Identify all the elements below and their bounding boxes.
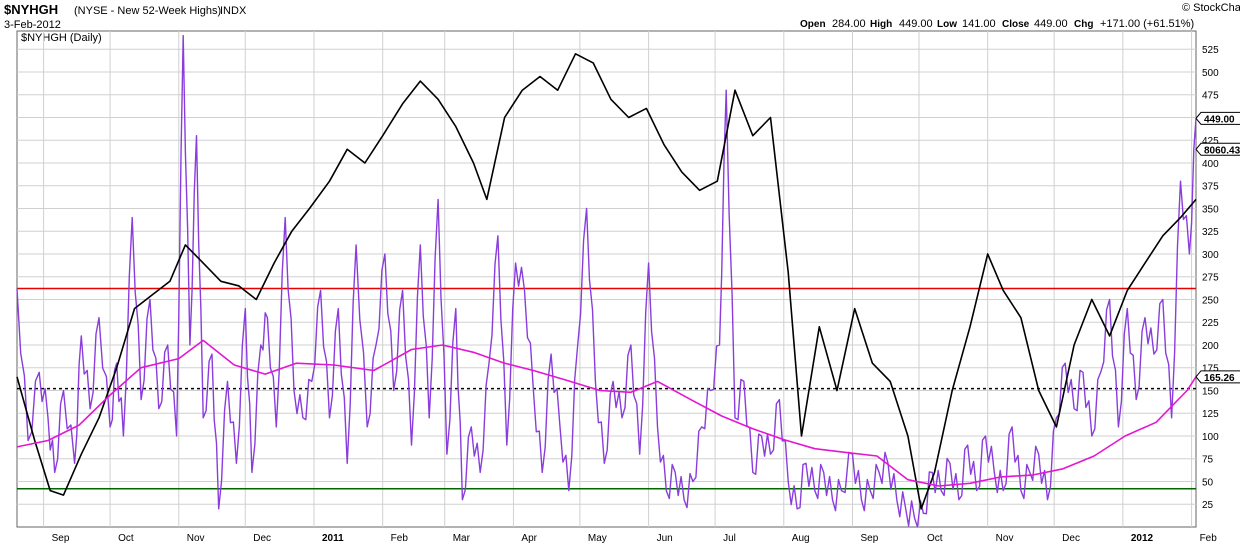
tag-label: 449.00 [1204, 114, 1235, 125]
y-tick-label: 100 [1202, 432, 1219, 443]
high-value: 449.00 [899, 18, 933, 30]
last-value-tag: 449.00 [1195, 111, 1240, 125]
panel-label: $NYHGH (Daily) [21, 32, 102, 44]
open-value: 284.00 [832, 18, 866, 30]
y-tick-label: 425 [1202, 136, 1219, 147]
x-tick-label: Sep [52, 533, 70, 544]
y-tick-label: 525 [1202, 45, 1219, 56]
x-tick-label: Oct [118, 533, 134, 544]
y-tick-label: 475 [1202, 91, 1219, 102]
y-tick-label: 25 [1202, 500, 1214, 511]
tag-box [1195, 370, 1240, 384]
x-tick-label: Feb [1200, 533, 1218, 544]
tag-box [1195, 111, 1240, 125]
last-value-tags: 449.00 8060.43 165.26 [1195, 111, 1240, 384]
high-label: High [870, 19, 892, 30]
open-label: Open [800, 19, 826, 30]
y-tick-label: 75 [1202, 455, 1214, 466]
x-tick-label: Aug [792, 533, 810, 544]
close-label: Close [1002, 19, 1030, 30]
chg-label: Chg [1074, 19, 1093, 30]
new-highs-line [16, 34, 1197, 528]
x-axis: Sep Oct Nov Dec 2011 Feb Mar Apr May Jun Jul Aug Sep… [52, 533, 1218, 544]
sma-line [16, 339, 1197, 487]
y-tick-label: 375 [1202, 182, 1219, 193]
x-tick-label: 2012 [1131, 533, 1154, 544]
x-tick-label: Sep [860, 533, 878, 544]
x-tick-label: 2011 [322, 533, 344, 544]
x-tick-label: Dec [1062, 533, 1080, 544]
tag-label: 165.26 [1204, 373, 1235, 384]
x-tick-label: Mar [453, 533, 471, 544]
y-tick-label: 150 [1202, 386, 1219, 397]
low-value: 141.00 [962, 18, 996, 30]
symbol-exchange: INDX [220, 5, 247, 17]
y-tick-label: 275 [1202, 273, 1219, 284]
y-tick-label: 225 [1202, 318, 1219, 329]
plot-area [16, 30, 1197, 528]
last-value-tag: 165.26 [1195, 370, 1240, 384]
y-tick-label: 50 [1202, 477, 1214, 488]
y-tick-label: 350 [1202, 204, 1219, 215]
y-tick-label: 200 [1202, 341, 1219, 352]
chart-header: $NYHGH (NYSE - New 52-Week Highs) INDX 3… [4, 2, 1240, 31]
overlay-line [16, 53, 1197, 510]
y-tick-label: 325 [1202, 227, 1219, 238]
chart-date: 3-Feb-2012 [4, 19, 61, 31]
last-value-tag: 8060.43 [1195, 142, 1240, 156]
symbol-title: $NYHGH [4, 2, 58, 17]
y-tick-label: 400 [1202, 159, 1219, 170]
tag-label: 8060.43 [1204, 145, 1240, 156]
y-tick-label: 300 [1202, 250, 1219, 261]
x-tick-label: Jul [723, 533, 736, 544]
symbol-description: (NYSE - New 52-Week Highs) [74, 5, 221, 17]
close-value: 449.00 [1034, 18, 1068, 30]
x-tick-label: Apr [521, 533, 537, 544]
reference-lines [17, 287, 1196, 490]
y-tick-label: 500 [1202, 68, 1219, 79]
x-tick-label: Feb [391, 533, 409, 544]
x-tick-label: Nov [187, 533, 205, 544]
y-tick-label: 250 [1202, 295, 1219, 306]
x-tick-label: Nov [996, 533, 1014, 544]
tag-box [1195, 142, 1240, 156]
low-label: Low [937, 19, 957, 30]
x-tick-label: Oct [927, 533, 943, 544]
stockcharts-watermark: © StockCharts.com [1182, 2, 1240, 14]
grid-lines [17, 31, 1196, 527]
y-tick-label: 125 [1202, 409, 1219, 420]
x-tick-label: Dec [253, 533, 271, 544]
x-tick-label: May [588, 533, 607, 544]
y-tick-label: 175 [1202, 364, 1219, 375]
series-lines [16, 34, 1197, 528]
chg-value: +171.00 (+61.51%) [1100, 18, 1194, 30]
x-tick-label: Jun [657, 533, 673, 544]
